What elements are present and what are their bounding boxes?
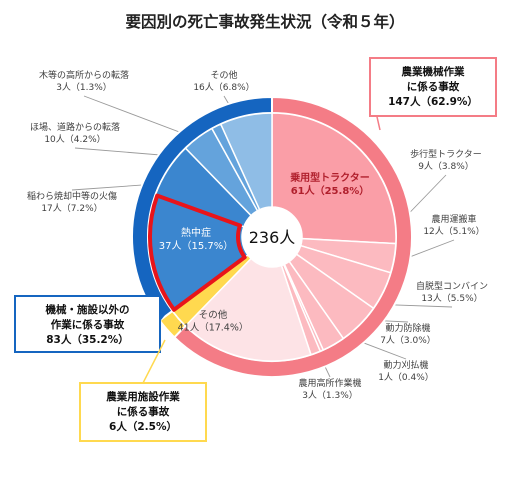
callout-label-2: 農業用施設作業に係る事故 6人（2.5%）: [106, 390, 180, 433]
center-total-label: 236人: [249, 228, 296, 247]
inner-ring: [147, 112, 397, 362]
callout-box-0: [369, 57, 497, 117]
slice-label-2: 農用運搬車 12人（5.1%）: [423, 213, 484, 237]
slice-label-10: 稲わら焼却中等の火傷 17人（7.2%）: [27, 190, 117, 214]
slice-label-0: 乗用型トラクター 61人（25.8%）: [289, 171, 370, 197]
group-callouts: 農業機械作業に係る事故 147人（62.9%） 機械・施設以外の作業に係る事故 83人…: [14, 57, 497, 442]
slice-label-11: ほ場、道路からの転落 10人（4.2%）: [30, 121, 120, 145]
slice-label-7: その他 41人（17.4%）: [178, 309, 249, 334]
callout-box-2: [79, 382, 207, 442]
callout-label-0: 農業機械作業に係る事故 147人（62.9%）: [388, 65, 478, 108]
center-hole-circle: [242, 207, 302, 267]
callout-connector-2: [142, 339, 166, 384]
slice-label-1: 歩行型トラクター 9人（3.8%）: [410, 148, 482, 172]
slice-label-9: 熱中症 37人（15.7%）: [159, 226, 234, 252]
slice-label-3: 自脱型コンバイン 13人（5.5%）: [416, 280, 488, 304]
slice-label-5: 動力刈払機 1人（0.4%）: [378, 359, 434, 383]
slice-label-12: 木等の高所からの転落 3人（1.3%）: [39, 69, 129, 93]
center-hole: 236人: [242, 207, 302, 267]
slice-label-13: その他 16人（6.8%）: [193, 69, 254, 93]
callout-connector-1: [159, 309, 169, 321]
slice-labels: 乗用型トラクター 61人（25.8%） 歩行型トラクター 9人（3.8%） 農用運搬車 1…: [27, 69, 488, 401]
slice-label-6: 農用高所作業機 3人（1.3%）: [298, 377, 361, 401]
callout-label-1: 機械・施設以外の作業に係る事故 83人（35.2%）: [46, 303, 130, 346]
highlight-outline: [147, 193, 247, 312]
callout-box-1: [14, 295, 161, 353]
slice-label-4: 動力防除機 7人（3.0%）: [380, 322, 436, 346]
chart-title: 要因別の死亡事故発生状況（令和５年）: [125, 12, 404, 31]
